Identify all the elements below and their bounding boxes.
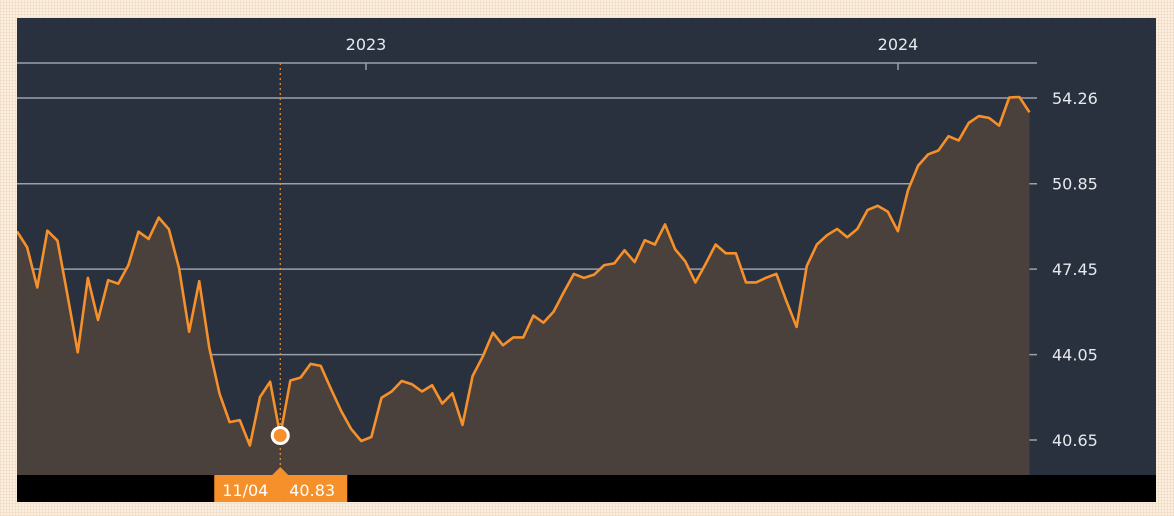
tooltip-date: 11/04 [222, 481, 268, 500]
x-axis: 2023 2024 [17, 35, 1037, 70]
tooltip-badge: 11/04 40.83 [214, 467, 348, 502]
y-tick-label: 54.26 [1052, 89, 1098, 108]
tooltip-value: 40.83 [289, 481, 335, 500]
area-layer [17, 96, 1030, 476]
y-tick-label: 44.05 [1052, 346, 1098, 365]
y-tick-label: 50.85 [1052, 175, 1098, 194]
price-chart-svg[interactable]: 2023 2024 54.26 50.85 47.45 44.05 40.65 11/04… [17, 18, 1156, 502]
crosshair [270, 63, 290, 475]
y-axis: 54.26 50.85 47.45 44.05 40.65 [1052, 89, 1098, 450]
tooltip-badge-pointer [272, 467, 289, 475]
series-line [17, 95, 1031, 447]
line-layer [17, 95, 1031, 447]
bottom-axis-bar [17, 475, 1156, 502]
price-chart[interactable]: 2023 2024 54.26 50.85 47.45 44.05 40.65 11/04… [17, 18, 1156, 502]
x-tick-label: 2023 [346, 35, 387, 54]
x-tick-label: 2024 [878, 35, 919, 54]
tooltip-badge-bg [214, 475, 348, 502]
crosshair-point [270, 425, 290, 445]
y-tick-label: 40.65 [1052, 431, 1098, 450]
y-tick-label: 47.45 [1052, 260, 1098, 279]
series-area [17, 96, 1030, 476]
